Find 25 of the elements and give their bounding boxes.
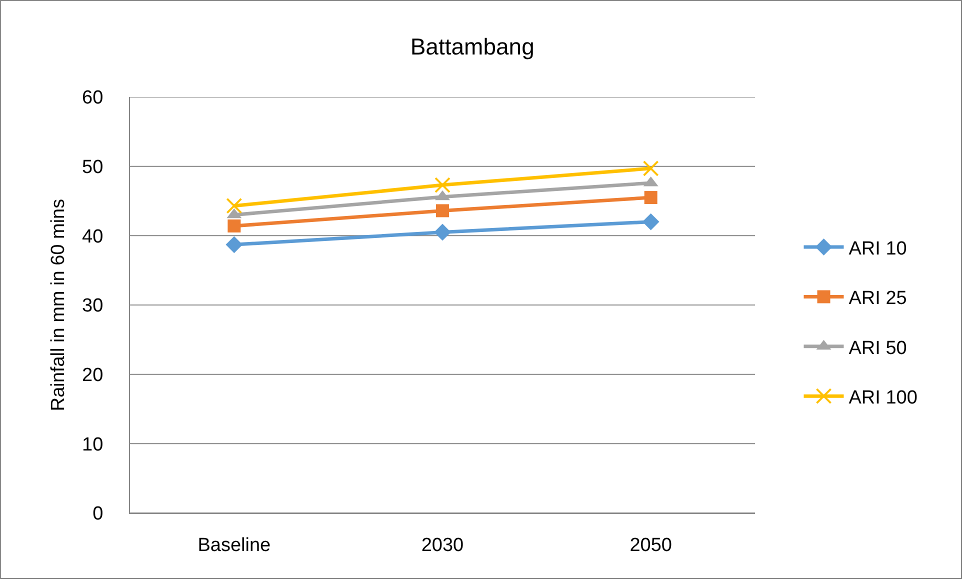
point xyxy=(434,177,450,194)
legend-label: ARI 50 xyxy=(848,338,907,359)
y-tick-label: 20 xyxy=(82,364,104,386)
y-tick-label: 50 xyxy=(82,156,104,178)
y-tick-label: 10 xyxy=(82,434,104,456)
chart-title: Battambang xyxy=(410,34,534,60)
point xyxy=(436,204,449,218)
point xyxy=(644,191,658,204)
point xyxy=(642,213,660,230)
x-tick-label: Baseline xyxy=(198,534,271,556)
point xyxy=(226,236,243,254)
y-axis-title: Rainfall in mm in 60 mins xyxy=(48,198,69,412)
legend-label: ARI 25 xyxy=(848,288,907,310)
y-tick-label: 40 xyxy=(82,226,104,248)
x-tick-label: 2050 xyxy=(630,534,672,556)
point xyxy=(226,198,242,214)
point xyxy=(228,219,241,232)
legend-label: ARI 10 xyxy=(848,238,907,260)
y-tick-label: 60 xyxy=(82,88,104,109)
x-tick-label: 2030 xyxy=(421,534,464,556)
y-tick-label: 0 xyxy=(92,504,104,525)
point xyxy=(642,160,659,176)
point xyxy=(434,224,451,241)
y-tick-label: 30 xyxy=(82,296,104,317)
legend-label: ARI 100 xyxy=(848,388,918,408)
